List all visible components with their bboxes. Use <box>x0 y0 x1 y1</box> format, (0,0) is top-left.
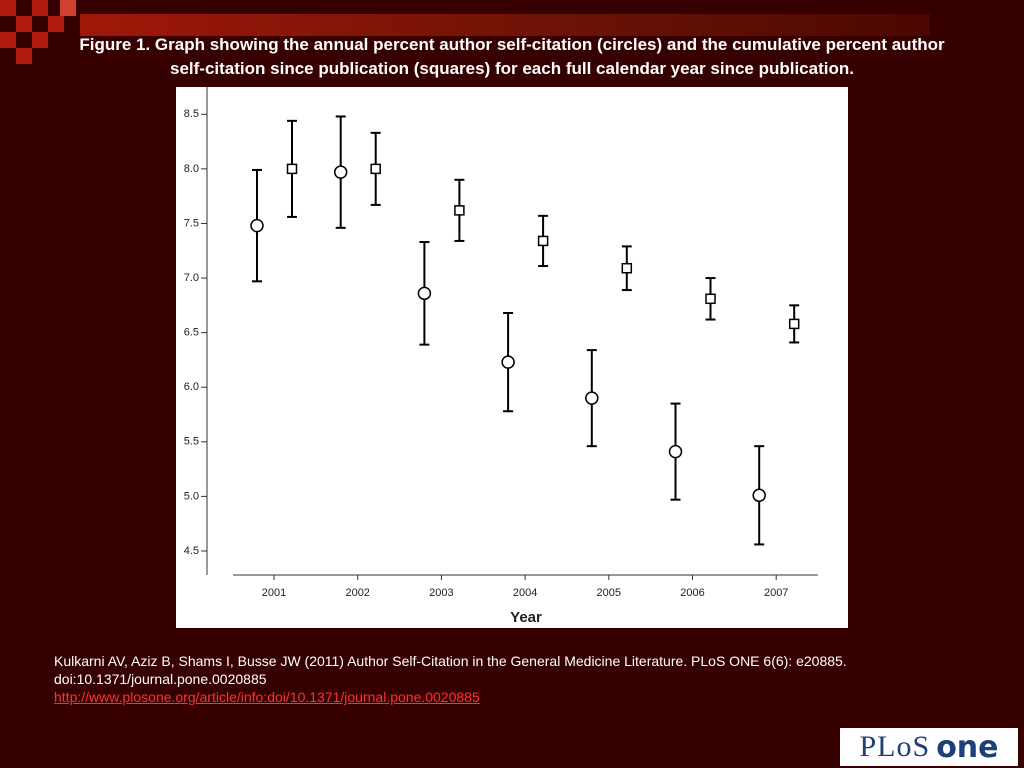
y-tick-label: 5.5 <box>184 436 199 448</box>
citation: Kulkarni AV, Aziz B, Shams I, Busse JW (… <box>54 653 847 669</box>
marker <box>333 165 348 179</box>
logo-text: PLoS <box>859 730 931 763</box>
logo-text: one <box>936 729 999 765</box>
marker <box>250 218 264 233</box>
marker <box>417 286 432 301</box>
x-tick-label: 2005 <box>597 587 621 599</box>
marker <box>370 163 381 175</box>
x-tick-label: 2001 <box>262 587 286 599</box>
marker <box>501 355 515 369</box>
y-tick-label: 6.0 <box>184 381 199 393</box>
marker <box>621 262 633 274</box>
x-tick-label: 2007 <box>764 587 788 599</box>
x-axis-label: Year <box>510 609 542 626</box>
checker <box>0 0 76 64</box>
marker <box>668 444 683 459</box>
marker <box>788 318 800 330</box>
logo: PLoS one <box>840 728 1018 766</box>
marker <box>537 235 549 247</box>
header-bar <box>80 14 930 36</box>
marker <box>454 205 465 216</box>
x-tick-label: 2004 <box>513 587 537 599</box>
marker <box>752 488 766 503</box>
marker <box>286 163 298 175</box>
marker <box>705 293 716 305</box>
y-tick-label: 7.5 <box>184 217 199 229</box>
y-tick-label: 5.0 <box>184 490 199 502</box>
y-tick-label: 8.0 <box>184 163 199 175</box>
y-tick-label: 8.5 <box>184 108 199 120</box>
citation: doi:10.1371/journal.pone.0020885 <box>54 671 267 687</box>
y-tick-label: 4.5 <box>184 545 199 557</box>
y-tick-label: 7.0 <box>184 272 199 284</box>
y-tick-label: 6.5 <box>184 327 199 339</box>
link[interactable]: http://www.plosone.org/article/info:doi/… <box>54 689 480 705</box>
x-tick-label: 2002 <box>345 587 369 599</box>
slide-title: Figure 1. Graph showing the annual perce… <box>79 35 945 78</box>
x-tick-label: 2006 <box>680 587 704 599</box>
x-tick-label: 2003 <box>429 587 453 599</box>
marker <box>585 391 599 405</box>
